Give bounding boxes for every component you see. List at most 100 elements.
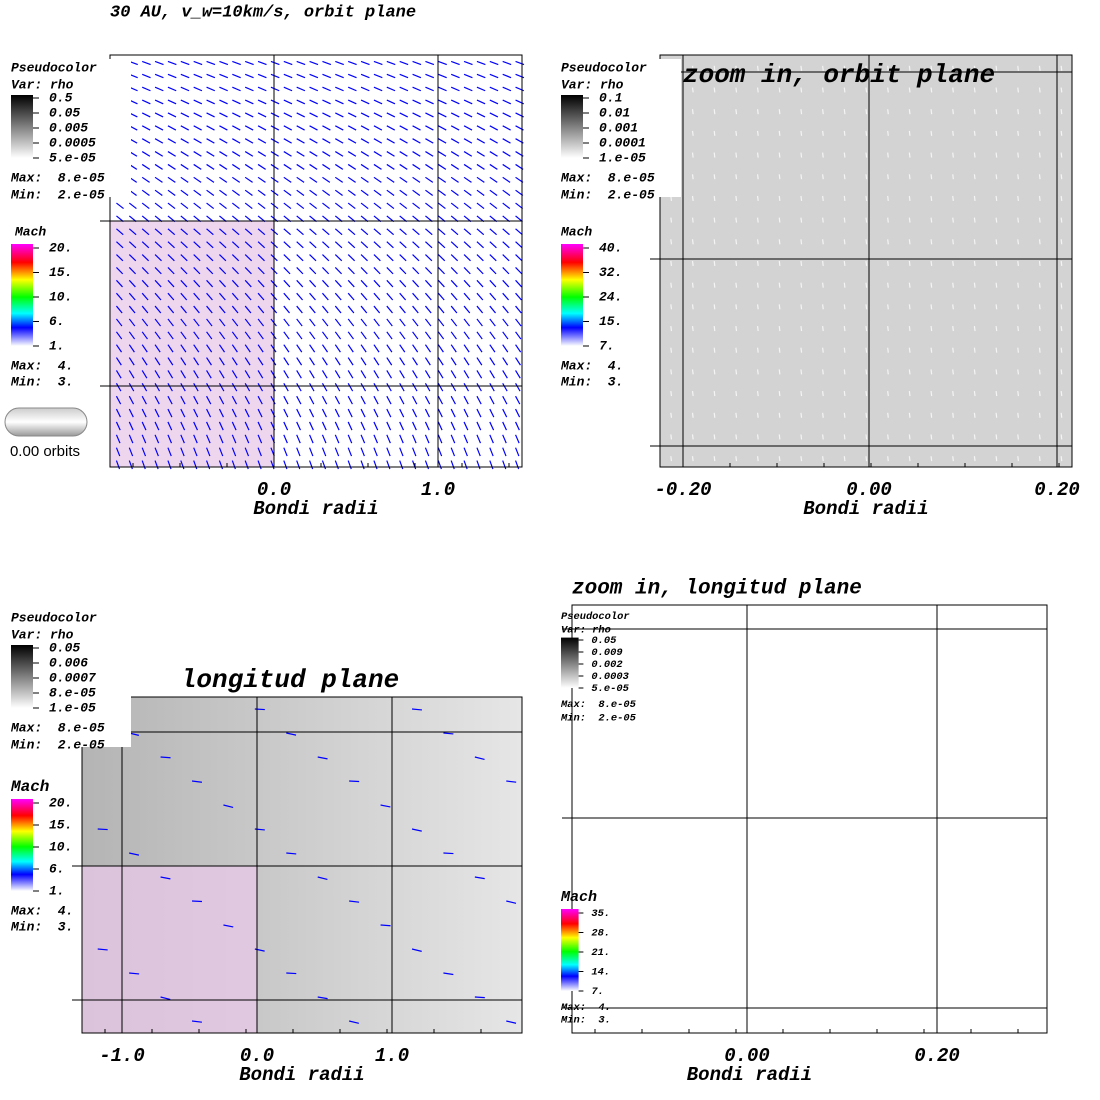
velocity-arrow — [778, 260, 781, 267]
velocity-arrow — [1060, 347, 1063, 353]
velocity-arrow — [412, 176, 421, 183]
velocity-arrow — [800, 325, 803, 332]
velocity-arrow — [167, 408, 173, 418]
velocity-arrow — [231, 241, 240, 249]
velocity-arrow — [399, 292, 407, 301]
velocity-arrow — [973, 325, 976, 332]
velocity-arrow — [180, 138, 189, 144]
x-axis-label: Bondi radii — [239, 1064, 364, 1086]
velocity-arrow — [334, 228, 343, 236]
velocity-arrow — [257, 138, 267, 144]
velocity-arrow — [843, 152, 846, 158]
velocity-arrow — [865, 195, 868, 201]
velocity-arrow — [296, 241, 304, 249]
velocity-arrow — [450, 434, 456, 444]
velocity-arrow — [141, 421, 147, 431]
velocity-arrow — [450, 99, 460, 105]
velocity-arrow — [800, 130, 803, 136]
velocity-arrow — [349, 1020, 360, 1024]
velocity-arrow — [713, 325, 716, 332]
velocity-arrow — [908, 304, 911, 310]
velocity-arrow — [334, 395, 341, 405]
velocity-arrow — [887, 217, 889, 223]
velocity-arrow — [191, 780, 202, 783]
velocity-arrow — [450, 228, 459, 236]
velocity-arrow — [296, 189, 305, 196]
velocity-arrow — [206, 421, 211, 431]
rho-colorbar — [11, 95, 33, 158]
velocity-arrow — [843, 347, 846, 353]
velocity-arrow — [373, 112, 383, 118]
velocity-arrow — [412, 99, 421, 105]
velocity-arrow — [347, 267, 355, 275]
velocity-arrow — [321, 434, 327, 444]
velocity-arrow — [322, 267, 330, 275]
velocity-arrow — [270, 73, 280, 79]
velocity-arrow — [321, 408, 327, 418]
velocity-arrow — [756, 109, 759, 115]
velocity-arrow — [180, 279, 188, 288]
velocity-arrow — [296, 202, 305, 210]
velocity-arrow — [347, 228, 356, 236]
velocity-arrow — [1038, 109, 1041, 115]
velocity-arrow — [463, 383, 470, 392]
velocity-arrow — [822, 434, 824, 440]
velocity-arrow — [231, 344, 238, 353]
velocity-arrow — [502, 99, 512, 105]
velocity-arrow — [865, 434, 868, 440]
velocity-arrow — [908, 325, 911, 332]
velocity-arrow — [206, 279, 214, 288]
velocity-arrow — [160, 876, 171, 880]
velocity-arrow — [1038, 130, 1041, 136]
velocity-arrow — [321, 460, 327, 470]
velocity-arrow — [1060, 325, 1063, 332]
velocity-arrow — [321, 344, 329, 353]
velocity-arrow — [865, 282, 868, 288]
velocity-arrow — [334, 357, 341, 366]
velocity-arrow — [334, 408, 340, 418]
velocity-arrow — [713, 391, 716, 397]
velocity-arrow — [128, 279, 136, 288]
velocity-arrow — [450, 254, 459, 262]
velocity-arrow — [373, 460, 378, 470]
velocity-arrow — [309, 318, 316, 327]
velocity-arrow — [399, 202, 408, 210]
velocity-arrow — [167, 344, 174, 353]
velocity-arrow — [244, 151, 254, 157]
velocity-arrow — [995, 87, 998, 93]
velocity-arrow — [270, 189, 279, 196]
velocity-arrow — [713, 347, 716, 353]
velocity-arrow — [154, 279, 162, 288]
velocity-arrow — [887, 87, 889, 93]
velocity-arrow — [335, 60, 344, 66]
velocity-arrow — [450, 241, 459, 249]
velocity-arrow — [778, 174, 781, 180]
velocity-arrow — [800, 456, 803, 462]
velocity-arrow — [206, 408, 212, 418]
velocity-arrow — [335, 112, 344, 118]
velocity-arrow — [476, 383, 482, 392]
velocity-arrow — [231, 254, 240, 262]
velocity-arrow — [450, 86, 460, 92]
velocity-arrow — [735, 130, 738, 136]
velocity-arrow — [800, 109, 803, 115]
velocity-arrow — [843, 130, 846, 136]
velocity-arrow — [231, 447, 237, 457]
velocity-arrow — [347, 99, 357, 105]
legend-min: Min: 2.e-05 — [10, 187, 105, 202]
velocity-arrow — [1060, 369, 1063, 375]
velocity-arrow — [231, 434, 237, 444]
legend-tick-label: 20. — [49, 240, 72, 255]
velocity-arrow — [360, 421, 366, 431]
velocity-arrow — [489, 305, 496, 314]
velocity-arrow — [822, 195, 824, 201]
velocity-arrow — [670, 391, 673, 397]
velocity-arrow — [424, 370, 431, 379]
velocity-arrow — [450, 344, 457, 353]
velocity-arrow — [115, 383, 122, 392]
velocity-arrow — [322, 202, 330, 210]
velocity-arrow — [515, 228, 523, 236]
velocity-arrow — [800, 391, 803, 397]
velocity-arrow — [437, 254, 446, 262]
velocity-arrow — [399, 460, 404, 470]
